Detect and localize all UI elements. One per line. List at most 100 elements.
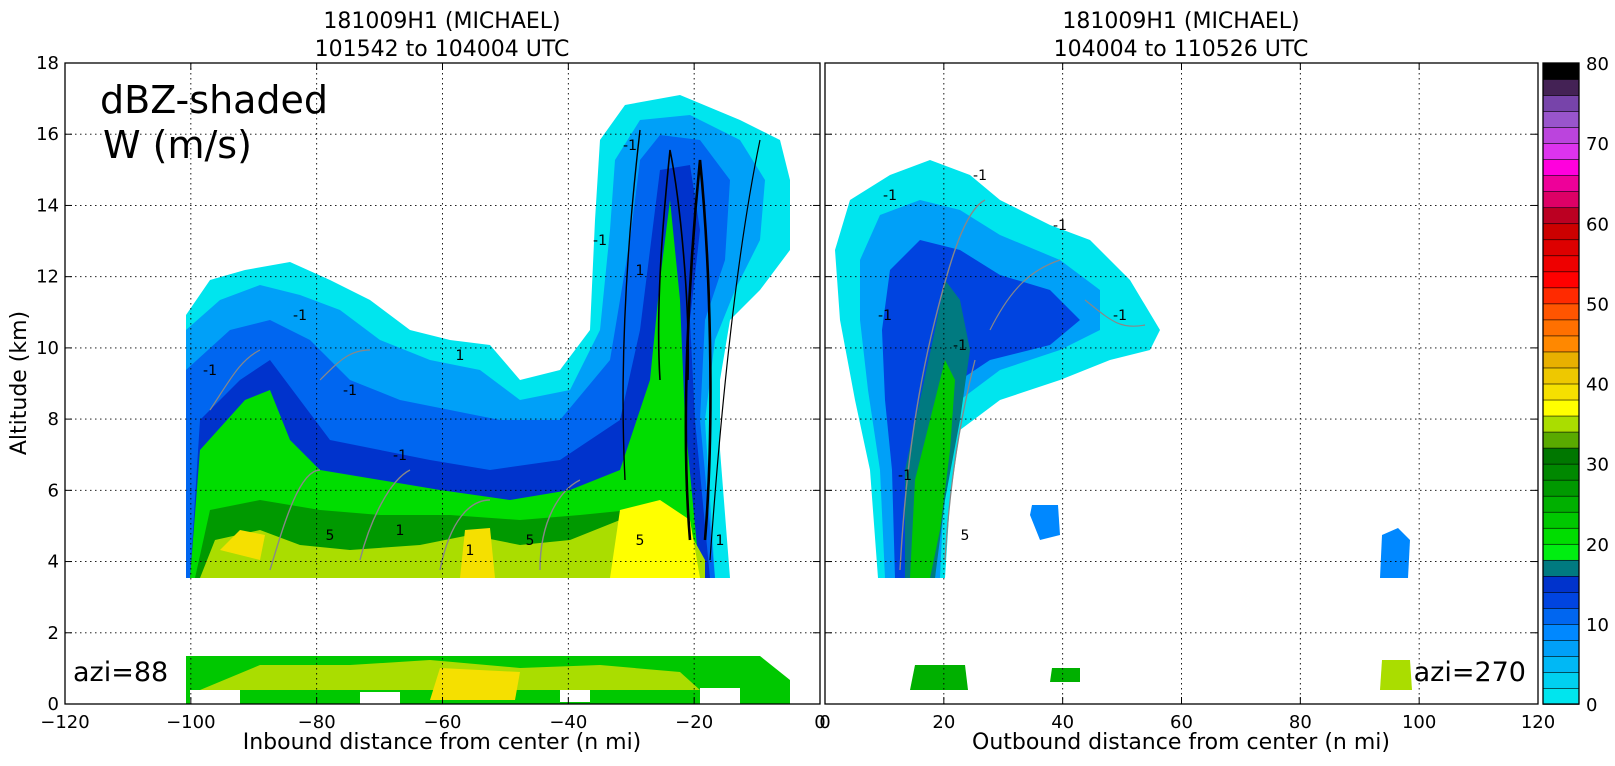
colorbar-swatch [1542,287,1580,305]
contour-label: 5 [636,533,645,549]
colorbar-swatch [1542,255,1580,273]
reflectivity-region [910,665,968,690]
y-tick-label: 10 [36,338,59,359]
reflectivity-region [190,200,700,578]
colorbar-swatch [1542,543,1580,561]
w-contour [319,349,371,381]
reflectivity-region [1050,668,1080,682]
y-tick-label: 14 [36,195,59,216]
colorbar-swatch [1542,190,1580,209]
left-azimuth-label: azi=88 [73,657,168,688]
colorbar-swatch [1542,174,1580,193]
w-contour [1084,299,1146,327]
colorbar-swatch [1542,527,1580,545]
y-tick-label: 6 [48,480,59,501]
reflectivity-region [1380,660,1412,690]
colorbar-swatch [1542,62,1580,80]
x-tick-label: −80 [298,712,336,733]
w-contour [709,139,761,561]
y-tick-label: 4 [48,552,59,573]
no-echo-gap [700,688,740,704]
left-panel: -1 -1 1 -1 -1 -1 -1 1 5 1 1 5 5 1 −120 −100 −80 −60 −40 −2… [7,9,1538,755]
reflectivity-region [610,500,700,578]
w-contour [269,469,321,571]
contour-label: -1 [343,383,357,399]
x-tick-label: −20 [675,712,713,733]
right-grid [825,63,1538,704]
colorbar-swatches [1542,62,1580,705]
colorbar-tick-label: 20 [1586,535,1609,556]
colorbar-tick-label: 70 [1586,134,1609,155]
colorbar-swatch [1542,238,1580,257]
colorbar-ticks: 0 10 20 30 40 50 60 70 80 [1586,54,1609,716]
contour-label: -1 [898,468,912,484]
colorbar-swatch [1542,110,1580,128]
contour-label: -1 [623,138,637,154]
colorbar-swatch [1542,463,1580,481]
w-contour [657,149,690,381]
colorbar-tick-label: 40 [1586,375,1609,396]
contour-label: 1 [716,533,725,549]
colorbar-swatch [1542,335,1580,353]
colorbar-swatch [1542,319,1580,337]
right-title-line2: 104004 to 110526 UTC [1054,37,1309,62]
colorbar: 0 10 20 30 40 50 60 70 80 [1542,54,1609,716]
colorbar-swatch [1542,639,1580,657]
contour-label: -1 [593,233,607,249]
colorbar-swatch [1542,575,1580,593]
left-grid [65,63,820,704]
w-contour [944,359,976,561]
contour-label: -1 [1053,218,1067,234]
no-echo-gap [560,690,590,702]
right-reflectivity-field: -1 -1 -1 -1 -1 -1 5 -1 [835,160,1412,690]
colorbar-swatch [1542,351,1580,369]
x-tick-label: 80 [1289,712,1312,733]
contour-label: -1 [878,308,892,324]
colorbar-swatch [1542,655,1580,673]
colorbar-swatch [1542,222,1580,241]
x-tick-label: 40 [1051,712,1074,733]
colorbar-swatch [1542,559,1580,577]
right-x-axis-label: Outbound distance from center (n mi) [972,730,1390,755]
y-tick-label: 18 [36,53,59,74]
w-contour [622,129,641,481]
y-tick-label: 2 [48,623,59,644]
x-tick-label: 120 [1521,712,1555,733]
colorbar-tick-label: 60 [1586,214,1609,235]
left-reflectivity-field: -1 -1 1 -1 -1 -1 -1 1 5 1 1 5 5 1 [186,95,790,704]
colorbar-tick-label: 0 [1586,695,1597,716]
colorbar-swatch [1542,367,1580,385]
reflectivity-region [1380,528,1410,578]
annotation-w-units: W (m/s) [103,123,252,167]
y-tick-label: 0 [48,694,59,715]
no-echo-gap [190,690,240,704]
colorbar-swatch [1542,623,1580,641]
colorbar-swatch [1542,495,1580,513]
reflectivity-region [1030,505,1060,540]
x-tick-label: −120 [40,712,89,733]
y-ticks: 0 2 4 6 8 10 12 14 16 18 [36,53,1538,715]
contour-label: 5 [326,528,335,544]
colorbar-swatch [1542,511,1580,529]
reflectivity-region [460,528,495,578]
x-tick-label: −60 [424,712,462,733]
colorbar-swatch [1542,607,1580,625]
colorbar-swatch [1542,671,1580,689]
x-tick-label: 0 [814,712,825,733]
left-x-ticks: −120 −100 −80 −60 −40 −20 0 [40,63,826,733]
colorbar-swatch [1542,94,1580,112]
colorbar-tick-label: 50 [1586,294,1609,315]
right-x-ticks: 0 20 40 60 80 100 120 [819,63,1555,733]
contour-label: 5 [961,528,970,544]
contour-label: -1 [883,188,897,204]
x-tick-label: 100 [1402,712,1436,733]
colorbar-swatch [1542,126,1580,144]
colorbar-swatch [1542,142,1580,160]
left-title-line1: 181009H1 (MICHAEL) [323,9,560,34]
colorbar-swatch [1542,271,1580,289]
contour-label: 1 [456,348,465,364]
w-contour [684,159,712,541]
colorbar-tick-label: 80 [1586,54,1609,75]
